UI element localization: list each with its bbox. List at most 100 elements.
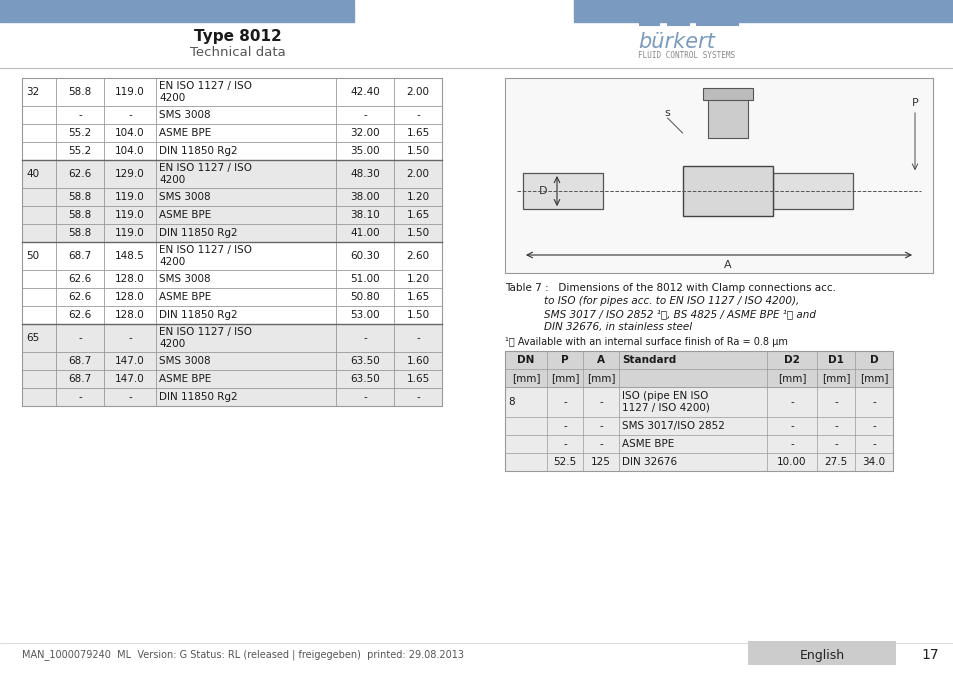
Text: -: -: [789, 397, 793, 407]
Text: 68.7: 68.7: [69, 251, 91, 261]
Bar: [22, 188, 441, 206]
Text: 1.65: 1.65: [406, 128, 429, 138]
Text: ASME BPE: ASME BPE: [159, 210, 211, 220]
Text: 119.0: 119.0: [115, 228, 145, 238]
Text: SMS 3017 / ISO 2852 ¹⧟, BS 4825 / ASME BPE ¹⧟ and: SMS 3017 / ISO 2852 ¹⧟, BS 4825 / ASME B…: [504, 309, 815, 319]
Text: D2: D2: [783, 355, 800, 365]
Bar: [504, 351, 892, 471]
Text: 104.0: 104.0: [115, 146, 145, 156]
Text: Type 8012: Type 8012: [193, 28, 281, 44]
Bar: [0, 0, 354, 22]
Text: -: -: [128, 333, 132, 343]
Bar: [504, 435, 892, 453]
Text: DIN 32676: DIN 32676: [621, 457, 677, 467]
Text: SMS 3008: SMS 3008: [159, 110, 211, 120]
Bar: [504, 387, 892, 417]
Text: 128.0: 128.0: [115, 292, 145, 302]
Text: EN ISO 1127 / ISO
4200: EN ISO 1127 / ISO 4200: [159, 327, 252, 349]
Bar: [22, 324, 441, 352]
Text: 1.50: 1.50: [406, 310, 429, 320]
Text: 60.30: 60.30: [350, 251, 379, 261]
Text: -: -: [562, 397, 566, 407]
Text: 62.6: 62.6: [69, 292, 91, 302]
Text: 2.00: 2.00: [406, 169, 429, 179]
Text: EN ISO 1127 / ISO
4200: EN ISO 1127 / ISO 4200: [159, 245, 252, 267]
Text: 63.50: 63.50: [350, 356, 379, 366]
Text: [mm]: [mm]: [511, 373, 539, 383]
Text: DN: DN: [517, 355, 534, 365]
Text: 147.0: 147.0: [115, 374, 145, 384]
Text: FLUID CONTROL SYSTEMS: FLUID CONTROL SYSTEMS: [638, 52, 735, 61]
Text: DIN 11850 Rg2: DIN 11850 Rg2: [159, 310, 237, 320]
Text: 68.7: 68.7: [69, 374, 91, 384]
Text: 147.0: 147.0: [115, 356, 145, 366]
Text: -: -: [78, 392, 82, 402]
Bar: [22, 270, 441, 288]
Text: A: A: [723, 260, 731, 270]
Text: ISO (pipe EN ISO
1127 / ISO 4200): ISO (pipe EN ISO 1127 / ISO 4200): [621, 391, 709, 413]
Text: DIN 11850 Rg2: DIN 11850 Rg2: [159, 228, 237, 238]
Bar: [22, 306, 441, 324]
Text: to ISO (for pipes acc. to EN ISO 1127 / ISO 4200),: to ISO (for pipes acc. to EN ISO 1127 / …: [504, 296, 799, 306]
Text: 17: 17: [921, 648, 938, 662]
Text: -: -: [128, 392, 132, 402]
Text: 119.0: 119.0: [115, 192, 145, 202]
Text: SMS 3008: SMS 3008: [159, 192, 211, 202]
Text: 62.6: 62.6: [69, 310, 91, 320]
Text: 38.00: 38.00: [350, 192, 379, 202]
Text: 1.60: 1.60: [406, 356, 429, 366]
Text: SMS 3017/ISO 2852: SMS 3017/ISO 2852: [621, 421, 724, 431]
Text: ¹⧟ Available with an internal surface finish of Ra = 0.8 μm: ¹⧟ Available with an internal surface fi…: [504, 337, 787, 347]
Text: 10.00: 10.00: [777, 457, 806, 467]
Text: SMS 3008: SMS 3008: [159, 356, 211, 366]
Text: -: -: [871, 397, 875, 407]
Text: 128.0: 128.0: [115, 274, 145, 284]
Bar: [504, 369, 892, 387]
Text: -: -: [598, 439, 602, 449]
Text: -: -: [789, 439, 793, 449]
Bar: [22, 352, 441, 370]
Text: 65: 65: [26, 333, 39, 343]
Text: 42.40: 42.40: [350, 87, 379, 97]
Bar: [22, 288, 441, 306]
Bar: [504, 453, 892, 471]
Text: s: s: [664, 108, 670, 118]
Text: [mm]: [mm]: [550, 373, 578, 383]
Text: P: P: [911, 98, 918, 108]
Text: D: D: [869, 355, 878, 365]
Text: -: -: [78, 333, 82, 343]
Bar: [22, 124, 441, 142]
Text: ASME BPE: ASME BPE: [159, 374, 211, 384]
Text: 48.30: 48.30: [350, 169, 379, 179]
Text: ASME BPE: ASME BPE: [159, 128, 211, 138]
Text: 55.2: 55.2: [69, 146, 91, 156]
Text: -: -: [833, 397, 837, 407]
Text: 2.60: 2.60: [406, 251, 429, 261]
Text: 41.00: 41.00: [350, 228, 379, 238]
Text: -: -: [416, 333, 419, 343]
Text: EN ISO 1127 / ISO
4200: EN ISO 1127 / ISO 4200: [159, 81, 252, 103]
Text: -: -: [789, 421, 793, 431]
Text: -: -: [363, 110, 367, 120]
Text: Technical data: Technical data: [190, 46, 286, 59]
Text: Table 7 :   Dimensions of the 8012 with Clamp connections acc.: Table 7 : Dimensions of the 8012 with Cl…: [504, 283, 835, 293]
Text: -: -: [833, 421, 837, 431]
Text: -: -: [598, 421, 602, 431]
Bar: [574, 0, 953, 22]
Bar: [22, 224, 441, 242]
Text: 50.80: 50.80: [350, 292, 379, 302]
Text: 53.00: 53.00: [350, 310, 379, 320]
Bar: [22, 78, 441, 406]
Text: 1.20: 1.20: [406, 274, 429, 284]
Text: 62.6: 62.6: [69, 274, 91, 284]
Text: EN ISO 1127 / ISO
4200: EN ISO 1127 / ISO 4200: [159, 163, 252, 185]
Text: 34.0: 34.0: [862, 457, 884, 467]
Text: -: -: [598, 397, 602, 407]
Text: 1.50: 1.50: [406, 146, 429, 156]
Text: 125: 125: [591, 457, 610, 467]
Text: 8: 8: [507, 397, 514, 407]
Bar: [747, 641, 895, 665]
Text: A: A: [597, 355, 604, 365]
Text: 50: 50: [26, 251, 39, 261]
Text: 52.5: 52.5: [553, 457, 576, 467]
